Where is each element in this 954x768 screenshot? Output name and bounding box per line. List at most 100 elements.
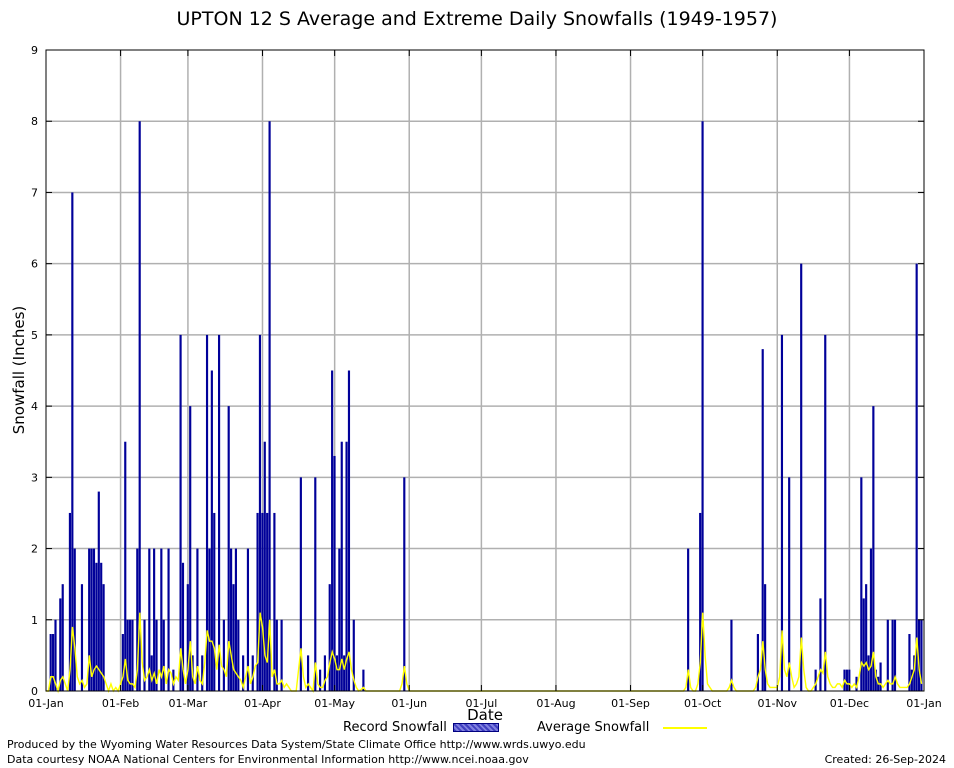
record-bar (268, 121, 271, 692)
record-bar (121, 634, 124, 691)
x-tick-label: 01-May (314, 697, 355, 710)
record-bar (845, 669, 848, 691)
footer-producer: Produced by the Wyoming Water Resources … (7, 738, 586, 751)
x-tick-label: 01-Aug (536, 697, 575, 710)
record-bar (136, 548, 139, 691)
record-bar (915, 263, 918, 691)
record-bar (232, 584, 235, 691)
record-bar (213, 512, 216, 691)
record-bar (234, 548, 237, 691)
record-bar (148, 548, 151, 691)
record-snowfall-bars (49, 121, 923, 692)
record-bar (275, 619, 278, 691)
record-bar (155, 619, 158, 691)
record-bar (217, 334, 221, 691)
y-tick-label: 7 (31, 186, 38, 199)
record-bar (153, 548, 156, 691)
record-bar (143, 619, 146, 691)
record-bar (867, 655, 870, 691)
record-bar (160, 548, 163, 691)
record-bar (879, 662, 882, 691)
y-axis-label: Snowfall (Inches) (10, 305, 28, 435)
x-tick-label: 01-Jul (465, 697, 497, 710)
record-bar (258, 334, 262, 691)
record-bar (131, 619, 134, 691)
record-bar (263, 441, 266, 691)
legend-average: Average Snowfall (537, 720, 708, 735)
record-bar (97, 491, 100, 691)
record-bar (205, 334, 209, 691)
record-bar (208, 548, 211, 691)
record-bar (913, 655, 916, 691)
legend-record-label: Record Snowfall (343, 720, 447, 735)
record-bar (80, 584, 84, 691)
x-tick-label: 01-Nov (758, 697, 798, 710)
y-tick-label: 6 (31, 258, 38, 271)
record-bar (819, 598, 822, 691)
record-bar (71, 192, 74, 691)
record-bar (824, 334, 827, 691)
record-bar (761, 349, 764, 691)
record-bar (100, 562, 103, 691)
x-axis-ticks: 01-Jan 01-Feb 01-Mar 01-Apr 01-May 01-Jun 01-J… (28, 50, 942, 710)
record-bar (95, 562, 98, 691)
record-bar (49, 634, 52, 691)
record-bar (891, 619, 894, 691)
record-bar (256, 512, 259, 691)
y-tick-label: 1 (31, 614, 38, 627)
record-bar (162, 619, 165, 691)
record-bar (181, 562, 185, 691)
record-bar (855, 676, 858, 691)
record-bar (68, 512, 72, 691)
record-bar (338, 548, 341, 691)
record-bar (323, 655, 326, 691)
legend-average-swatch (663, 726, 708, 729)
x-tick-label: 01-Jan (28, 697, 64, 710)
record-bar (246, 548, 250, 691)
record-bar (687, 548, 690, 691)
record-bar (90, 548, 93, 691)
record-bar (917, 619, 921, 691)
record-bar (179, 334, 182, 691)
average-snowfall-line (46, 612, 923, 694)
record-bar (319, 669, 322, 691)
record-bar (102, 584, 105, 691)
record-bar (61, 584, 64, 691)
record-bar (328, 584, 331, 691)
record-bar (335, 655, 339, 691)
plot-frame (45, 49, 925, 692)
record-bar (730, 619, 733, 691)
record-bar (92, 548, 96, 691)
x-tick-label: 01-Apr (244, 697, 281, 710)
x-tick-label: 01-Jan (906, 697, 942, 710)
average-line-path (46, 612, 923, 694)
record-bar (138, 121, 141, 692)
record-bar (88, 548, 91, 691)
y-tick-label: 8 (31, 115, 38, 128)
record-bar (340, 441, 343, 691)
record-bar (261, 512, 264, 691)
record-bar (189, 406, 192, 691)
record-bar (299, 477, 302, 691)
record-bar (331, 370, 334, 691)
record-bar (201, 655, 204, 691)
x-tick-label: 01-Jun (391, 697, 427, 710)
record-bar (910, 669, 913, 691)
record-bar (333, 455, 336, 691)
record-bar (756, 634, 759, 691)
record-bar (701, 121, 704, 692)
record-bar (73, 548, 76, 691)
record-bar (862, 598, 865, 691)
record-bar (280, 619, 283, 691)
record-bar (126, 619, 129, 691)
y-tick-label: 2 (31, 543, 38, 556)
y-tick-label: 5 (31, 329, 38, 342)
record-bar (128, 619, 132, 691)
record-bar (800, 263, 803, 691)
record-bar (273, 512, 276, 691)
record-bar (167, 548, 170, 691)
record-bar (59, 598, 62, 691)
chart-title: UPTON 12 S Average and Extreme Daily Sno… (176, 8, 778, 30)
record-bar (920, 619, 923, 691)
